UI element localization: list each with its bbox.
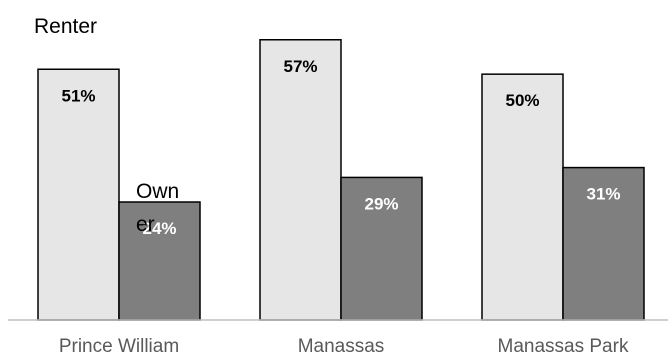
x-tick-label-1: Prince William — [59, 336, 179, 357]
data-label-renter-3: 50% — [505, 91, 539, 110]
data-label-owner-3: 31% — [586, 185, 620, 204]
data-label-renter-1: 51% — [61, 86, 95, 105]
legend-owner-line1: Own — [136, 180, 179, 203]
bar-renter-3 — [481, 73, 564, 321]
bar-owner-2 — [340, 176, 423, 321]
x-tick-label-3: Manassas Park — [498, 336, 629, 357]
x-tick-label-2: Manassas — [298, 336, 385, 357]
bar-renter-1 — [37, 68, 120, 321]
legend-owner-line2: er — [136, 213, 155, 236]
data-label-owner-2: 29% — [364, 194, 398, 213]
data-label-owner-1: 24% — [142, 219, 176, 238]
legend-renter: Renter — [34, 15, 97, 38]
bar-owner-3 — [562, 166, 645, 321]
data-label-renter-2: 57% — [283, 57, 317, 76]
bar-owner-1 — [118, 201, 201, 321]
bar-renter-2 — [259, 39, 342, 321]
